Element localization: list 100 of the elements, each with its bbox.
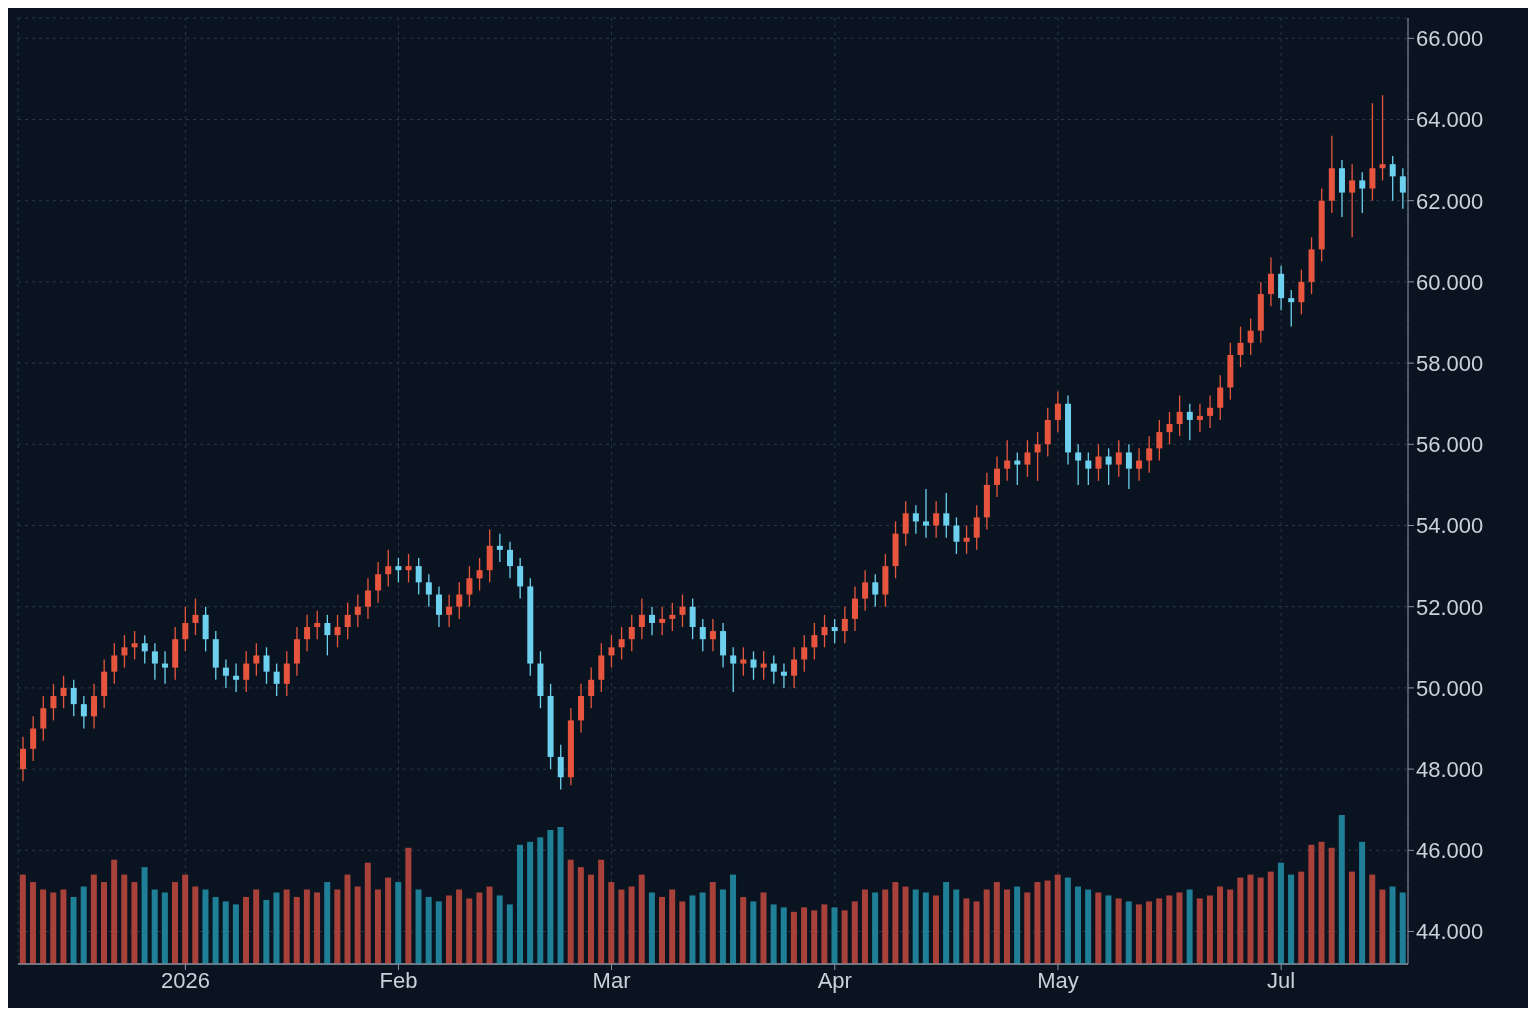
candlestick xyxy=(283,650,290,697)
bar xyxy=(70,896,77,964)
candlestick xyxy=(1034,431,1041,482)
bar xyxy=(851,901,858,964)
y-tick-label: 66.000 xyxy=(1416,26,1484,52)
candlestick xyxy=(496,532,503,563)
bar xyxy=(983,889,990,964)
candlestick xyxy=(750,650,757,681)
bar xyxy=(1308,844,1315,964)
candlestick xyxy=(709,618,716,653)
candlestick xyxy=(1237,325,1244,368)
bar xyxy=(202,889,209,964)
bar xyxy=(395,882,402,964)
candlestick xyxy=(943,492,950,539)
candlestick xyxy=(1095,443,1102,482)
bar xyxy=(547,829,554,964)
candlestick xyxy=(1014,451,1021,486)
bar xyxy=(1217,886,1224,964)
bar xyxy=(699,892,706,964)
bar xyxy=(1237,877,1244,964)
bar xyxy=(1166,895,1173,964)
candlestick xyxy=(1217,374,1224,421)
candlestick xyxy=(476,557,483,592)
candlestick xyxy=(902,500,909,547)
x-tick-label: Mar xyxy=(592,967,631,993)
candlestick xyxy=(1288,289,1295,328)
candlestick xyxy=(30,715,37,762)
candlestick xyxy=(435,585,442,628)
bar xyxy=(40,889,47,964)
bar xyxy=(293,896,300,964)
x-tick-label: Apr xyxy=(817,967,852,993)
bar xyxy=(1277,862,1284,964)
candlestick xyxy=(273,662,280,697)
bar xyxy=(253,889,260,964)
bar xyxy=(709,882,716,964)
candlestick xyxy=(994,455,1001,498)
bar xyxy=(354,886,361,964)
y-tick-label: 60.000 xyxy=(1416,269,1484,295)
bar xyxy=(1044,880,1051,964)
bar xyxy=(669,889,676,964)
bar xyxy=(679,901,686,964)
x-tick-label: 2026 xyxy=(160,967,210,993)
bar xyxy=(1338,815,1345,964)
candlestick xyxy=(121,634,128,669)
candlestick xyxy=(1207,394,1214,429)
candlestick xyxy=(334,614,341,648)
bar xyxy=(1115,898,1122,964)
bar xyxy=(324,882,331,964)
candlestick xyxy=(456,581,463,620)
candlestick xyxy=(1298,269,1305,316)
bar xyxy=(659,896,666,964)
candlestick xyxy=(689,597,696,640)
candlestick xyxy=(1075,443,1082,486)
bar xyxy=(344,874,351,964)
candlestick xyxy=(60,675,67,709)
bar xyxy=(912,889,919,964)
candlestick xyxy=(1359,171,1366,214)
y-tick-label: 52.000 xyxy=(1416,594,1484,620)
bar xyxy=(1085,889,1092,964)
candlestick xyxy=(253,642,260,677)
bar xyxy=(1146,901,1153,964)
bar xyxy=(770,904,777,964)
candlestick xyxy=(1085,451,1092,486)
bar xyxy=(232,904,239,964)
candlestick xyxy=(1156,419,1163,462)
y-tick-label: 48.000 xyxy=(1416,756,1484,782)
candlestick xyxy=(699,618,706,653)
candlestick xyxy=(111,642,118,685)
y-tick-label: 54.000 xyxy=(1416,513,1484,539)
candlestick xyxy=(50,683,57,722)
bar xyxy=(1328,847,1335,964)
candlestick xyxy=(872,573,879,608)
candlestick xyxy=(415,557,422,596)
candlestick xyxy=(791,646,798,689)
candlestick xyxy=(1399,167,1406,210)
candlestick xyxy=(679,593,686,628)
bar xyxy=(1054,874,1061,964)
candlestick xyxy=(912,504,919,535)
bar xyxy=(445,895,452,964)
bar xyxy=(882,889,889,964)
bar xyxy=(1105,895,1112,964)
x-tick-label: Jul xyxy=(1267,967,1296,993)
candlestick xyxy=(1115,439,1122,478)
bar xyxy=(932,895,939,964)
candlestick xyxy=(507,541,514,579)
candlestick xyxy=(91,683,98,730)
candlestick xyxy=(1389,155,1396,202)
candlestick xyxy=(425,573,432,608)
bar xyxy=(1196,898,1203,964)
bar xyxy=(963,898,970,964)
bar xyxy=(314,892,321,964)
bar xyxy=(476,892,483,964)
bar xyxy=(689,895,696,964)
bar xyxy=(872,892,879,964)
bar xyxy=(598,859,605,964)
bar xyxy=(100,882,107,964)
bar xyxy=(608,882,615,964)
candlestick xyxy=(760,650,767,681)
candlestick xyxy=(182,606,189,653)
bar xyxy=(1348,871,1355,964)
